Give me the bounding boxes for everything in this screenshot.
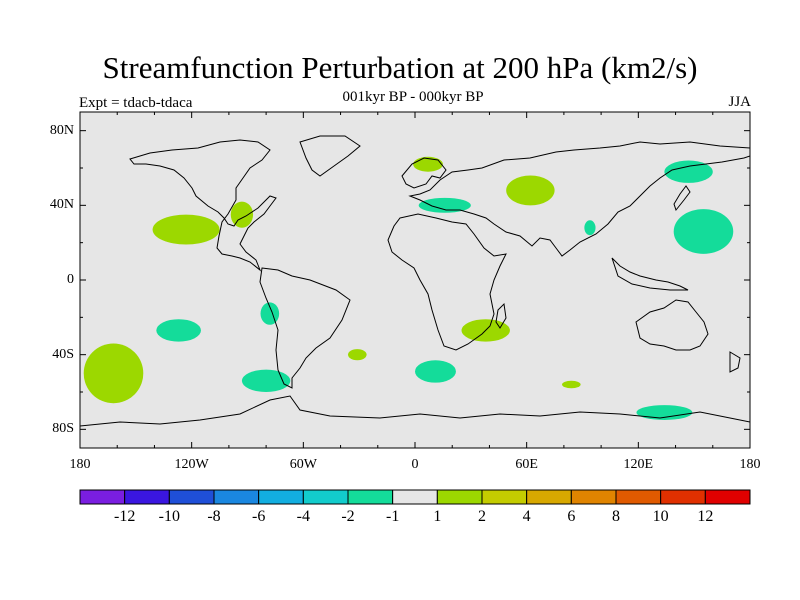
contour-region-central-asia-positive (506, 175, 555, 206)
contour-region-mediterranean-negative (418, 197, 471, 213)
lon-label: 180 (69, 457, 91, 472)
colorbar-swatch (347, 489, 394, 505)
colorbar-swatch (213, 489, 260, 505)
contour-region-south-atlantic-africa-negative (415, 360, 456, 383)
season-label: JJA (728, 94, 751, 110)
experiment-label: Expt = tdacb-tdaca (79, 95, 193, 111)
coastline-scandinavia (401, 157, 447, 189)
lat-label: 80S (52, 421, 74, 437)
contour-region-tibet-small-negative (584, 220, 596, 236)
colorbar-swatch (660, 489, 706, 505)
coastline-greenland (299, 135, 361, 177)
colorbar-label: -1 (385, 508, 400, 525)
colorbar-label: 10 (652, 508, 669, 525)
colorbar-label: 6 (567, 508, 576, 525)
coastlines (80, 135, 750, 427)
lon-label: 0 (411, 457, 419, 472)
colorbar-label: -6 (251, 508, 266, 525)
colorbar-label: 8 (612, 508, 620, 525)
coastline-eurasia (408, 141, 750, 257)
coastline-new-zealand (729, 351, 741, 373)
colorbar-swatch (704, 489, 751, 505)
lat-label: 80N (49, 122, 74, 138)
coastline-madagascar (495, 302, 507, 329)
coastline-japan (673, 185, 691, 212)
map-title: Streamfunction Perturbation at 200 hPa (… (102, 50, 698, 85)
colorbar (79, 489, 751, 505)
contour-region-gulf-of-mexico-positive (230, 201, 254, 228)
contour-region-south-pacific-positive (83, 343, 144, 404)
lon-label: 60E (515, 457, 538, 472)
contour-regions (83, 156, 734, 420)
colorbar-label: 2 (478, 508, 486, 525)
colorbar-swatch (79, 489, 126, 505)
lon-label: 120W (174, 457, 209, 472)
coastline-antarctica (80, 395, 750, 427)
coastline-southeast-asia (611, 257, 689, 291)
lon-label: 120E (623, 457, 654, 472)
lat-label: 40N (49, 197, 74, 213)
colorbar-swatch (615, 489, 662, 505)
lat-label: 0 (67, 272, 74, 287)
contour-region-southern-ocean-australia-negative (636, 405, 693, 420)
contour-region-south-pacific-chile-negative (241, 369, 291, 392)
lon-label: 60W (289, 457, 317, 472)
colorbar-swatch (481, 489, 528, 505)
colorbar-label: -2 (341, 508, 355, 525)
colorbar-label: -4 (296, 508, 310, 525)
contour-region-south-atlantic-small-positive (348, 349, 367, 361)
colorbar-label: 12 (697, 508, 714, 525)
colorbar-swatch (258, 489, 304, 505)
contour-region-northwest-pacific-negative (673, 209, 734, 254)
lat-label: 40S (52, 346, 74, 362)
contour-region-southeast-pacific-negative (156, 319, 201, 342)
colorbar-swatch (124, 489, 170, 505)
colorbar-swatch (570, 489, 617, 505)
map-background (80, 112, 750, 448)
colorbar-label: -8 (207, 508, 221, 525)
coastline-africa (387, 213, 507, 351)
colorbar-swatch (302, 489, 349, 505)
coastline-south-america (259, 267, 351, 389)
axis-ticks (79, 112, 751, 448)
colorbar-swatch (526, 489, 572, 505)
contour-region-east-asia-negative (664, 160, 713, 183)
coastline-australia (635, 299, 709, 351)
contour-region-southern-indian-small-positive (562, 380, 581, 389)
colorbar-label: 4 (522, 508, 531, 525)
colorbar-swatch (168, 489, 215, 505)
contour-region-scandinavia-positive (413, 156, 443, 172)
colorbar-label: -12 (113, 508, 136, 525)
coastline-north-america (129, 139, 277, 272)
colorbar-swatch (436, 489, 483, 505)
lon-label: 180 (739, 457, 761, 472)
colorbar-label: -10 (158, 508, 180, 525)
colorbar-label: 1 (433, 508, 442, 525)
map-subtitle: 001kyr BP - 000kyr BP (342, 89, 484, 105)
colorbar-swatch (392, 489, 438, 505)
contour-region-north-pacific-east-positive (152, 214, 220, 245)
